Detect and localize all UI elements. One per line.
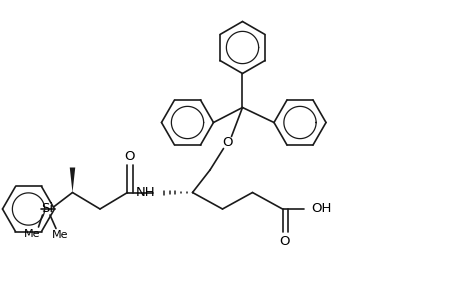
Text: NH: NH — [135, 186, 155, 199]
Text: O: O — [124, 149, 135, 163]
Text: OH: OH — [311, 202, 331, 215]
Text: O: O — [222, 136, 232, 149]
Text: Me: Me — [52, 230, 68, 241]
Polygon shape — [70, 167, 75, 193]
Text: O: O — [279, 235, 290, 248]
Text: Me: Me — [24, 229, 41, 239]
Text: Si: Si — [41, 202, 53, 215]
